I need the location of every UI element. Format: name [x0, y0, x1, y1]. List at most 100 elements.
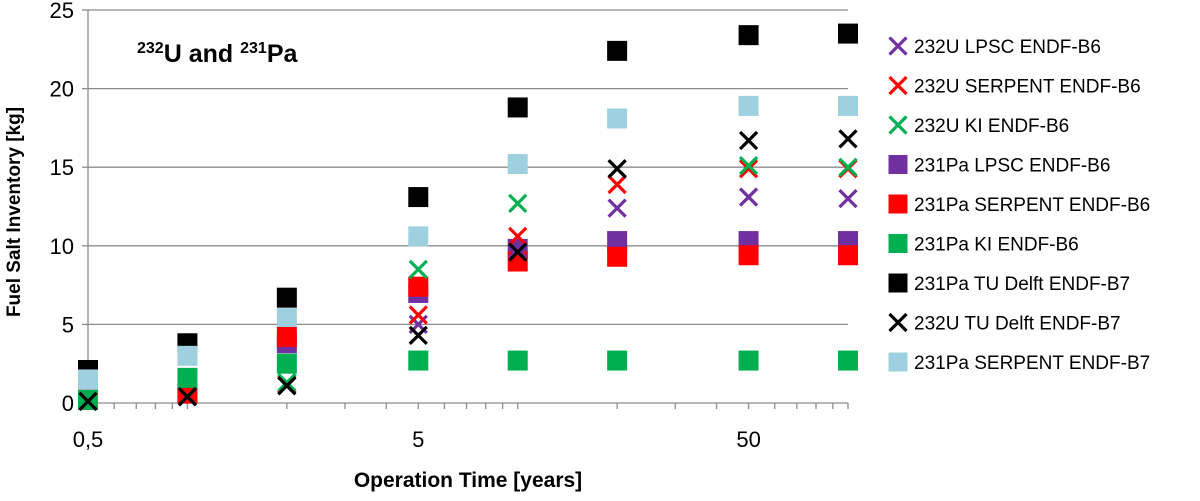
- series-231pa-serpent-endf-b7: [78, 95, 858, 390]
- legend-item: 231Pa TU Delft ENDF-B7: [888, 273, 1130, 295]
- marker-stroke: [838, 129, 858, 149]
- marker-stroke: [408, 259, 428, 280]
- data-point: [408, 226, 429, 247]
- legend-marker: [888, 115, 908, 135]
- data-point: [408, 259, 428, 280]
- series-232u-tu-delft-endf-b7: [78, 129, 858, 412]
- legend-item: 231Pa SERPENT ENDF-B7: [888, 352, 1150, 374]
- legend-item: 232U KI ENDF-B6: [888, 115, 1069, 137]
- data-point: [408, 350, 429, 371]
- data-point: [508, 193, 528, 213]
- data-point: [408, 187, 429, 208]
- legend-marker: [888, 155, 908, 174]
- y-axis-label: Fuel Salt Inventory [kg]: [4, 107, 25, 317]
- data-point: [177, 383, 198, 404]
- data-point: [276, 326, 297, 347]
- data-point: [607, 231, 628, 252]
- title-superscript: 231: [240, 40, 267, 57]
- legend-label: 231Pa KI ENDF-B6: [914, 235, 1079, 256]
- marker-stroke: [277, 376, 297, 396]
- data-point: [276, 308, 297, 329]
- legend-marker: [888, 75, 908, 96]
- data-point: [838, 350, 858, 371]
- marker-stroke: [408, 305, 428, 325]
- y-tick-label: 25: [50, 0, 74, 23]
- data-point: [738, 95, 759, 116]
- data-point: [738, 350, 759, 371]
- data-point: [507, 97, 528, 118]
- data-point: [78, 391, 98, 412]
- data-point: [408, 276, 429, 297]
- y-tick-label: 15: [50, 155, 74, 180]
- data-point: [838, 129, 858, 149]
- data-point: [78, 369, 98, 390]
- data-point: [738, 155, 759, 176]
- legend-item: 232U TU Delft ENDF-B7: [888, 312, 1121, 335]
- data-point: [607, 246, 628, 267]
- data-point: [408, 325, 428, 346]
- data-point: [177, 345, 198, 366]
- legend: 232U LPSC ENDF-B6 232U SERPENT ENDF-B6 232…: [888, 36, 1150, 374]
- data-point: [607, 159, 627, 179]
- marker-stroke: [508, 242, 528, 262]
- data-point: [738, 25, 759, 46]
- marker-stroke: [738, 130, 759, 151]
- gridlines: [88, 9, 848, 326]
- title-text: U and: [164, 40, 240, 68]
- y-tick-label: 10: [50, 234, 74, 259]
- marker-stroke: [607, 198, 627, 218]
- data-point: [408, 305, 428, 325]
- marker-stroke: [508, 226, 528, 246]
- data-point: [607, 108, 628, 129]
- legend-marker: [888, 312, 908, 333]
- data-point: [738, 245, 759, 266]
- x-tick-label: 50: [736, 427, 760, 452]
- data-point: [507, 350, 528, 371]
- data-point: [607, 174, 627, 195]
- data-point: [838, 23, 858, 44]
- series-231pa-tu-delft-endf-b7: [78, 23, 858, 380]
- data-point: [508, 226, 528, 246]
- axes: 0 5 10 15 20 25 0,5 5 50: [50, 0, 849, 452]
- data-point: [607, 40, 628, 61]
- marker-stroke: [838, 157, 858, 177]
- legend-marker: [888, 194, 908, 214]
- marker-stroke: [607, 159, 627, 179]
- marker-stroke: [408, 325, 428, 346]
- marker-stroke: [738, 159, 759, 179]
- marker-stroke: [888, 75, 908, 96]
- legend-marker: [888, 36, 908, 56]
- data-point: [277, 372, 297, 393]
- title-text: Pa: [267, 40, 299, 68]
- x-axis-label: Operation Time [years]: [354, 469, 582, 492]
- legend-item: 232U SERPENT ENDF-B6: [888, 75, 1141, 98]
- legend-marker: [888, 352, 908, 372]
- marker-stroke: [888, 36, 908, 56]
- legend-label: 232U SERPENT ENDF-B6: [914, 77, 1141, 98]
- marker-stroke: [277, 372, 297, 393]
- legend-marker: [888, 234, 908, 253]
- marker-stroke: [607, 174, 627, 195]
- data-point: [838, 157, 858, 177]
- data-point: [276, 287, 297, 308]
- data-point: [508, 242, 528, 262]
- legend-label: 232U KI ENDF-B6: [914, 116, 1069, 137]
- marker-stroke: [888, 115, 908, 135]
- marker-stroke: [177, 387, 198, 407]
- data-points: [78, 23, 858, 412]
- legend-item: 231Pa KI ENDF-B6: [888, 234, 1079, 256]
- y-tick-label: 0: [62, 391, 74, 416]
- legend-marker: [888, 273, 908, 293]
- legend-label: 231Pa LPSC ENDF-B6: [914, 156, 1110, 177]
- legend-label: 232U TU Delft ENDF-B7: [914, 314, 1121, 335]
- legend-label: 231Pa SERPENT ENDF-B7: [914, 353, 1150, 374]
- data-point: [738, 159, 759, 179]
- legend-item: 231Pa SERPENT ENDF-B6: [888, 194, 1150, 216]
- data-point: [738, 187, 759, 207]
- x-tick-label: 0,5: [73, 427, 104, 452]
- data-point: [738, 130, 759, 151]
- data-point: [276, 353, 297, 374]
- title-superscript: 232: [137, 40, 164, 57]
